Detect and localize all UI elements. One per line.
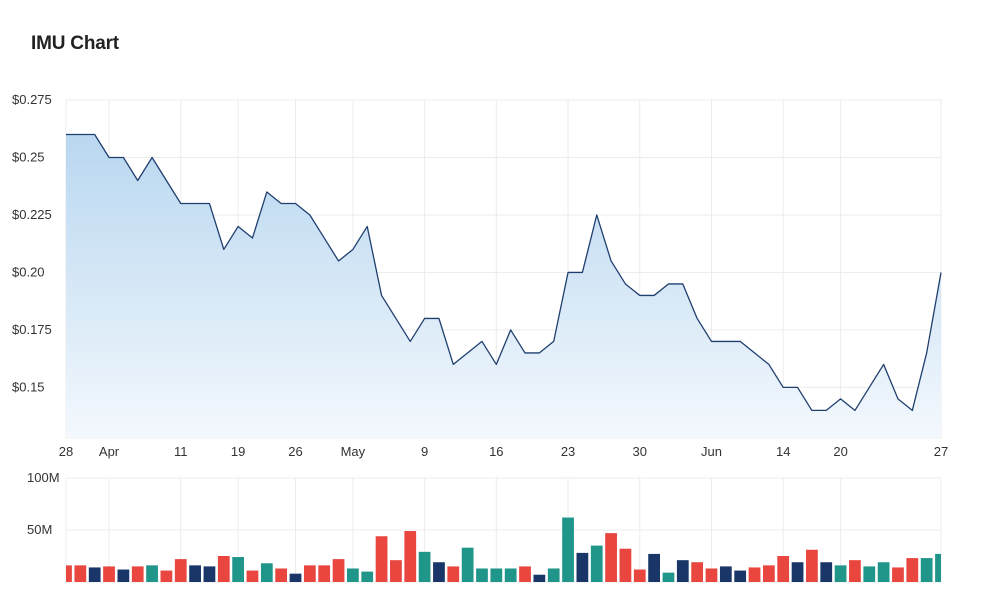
volume-bar-40 [633,569,646,582]
volume-bar-28 [461,547,474,582]
volume-bar-55 [849,560,861,582]
volume-bar-25 [418,551,431,582]
volume-bar-42 [662,572,675,582]
price-y-tick-label: $0.15 [12,379,45,394]
volume-bar-16 [289,573,302,582]
volume-bar-30 [490,568,503,582]
price-y-tick-label: $0.275 [12,92,52,107]
volume-bar-44 [691,562,704,582]
volume-bar-34 [547,568,560,582]
volume-bar-49 [762,565,775,582]
volume-bar-41 [648,553,660,582]
volume-bar-37 [590,545,603,582]
x-tick-label: 30 [633,444,647,459]
volume-y-tick-label: 100M [27,470,60,485]
volume-bar-46 [719,566,732,582]
x-tick-label: 20 [833,444,847,459]
volume-bar-11 [217,556,230,582]
volume-bar-18 [318,565,331,582]
volume-bar-39 [619,548,632,582]
volume-bar-6 [146,565,158,582]
volume-bar-26 [433,562,445,582]
x-tick-label: May [341,444,366,459]
volume-bar-33 [533,574,546,582]
volume-bar-45 [705,568,718,582]
volume-bar-52 [806,549,818,582]
volume-bar-19 [332,559,345,582]
volume-bar-35 [562,517,574,582]
volume-bar-38 [605,533,617,582]
volume-bar-48 [748,567,761,582]
price-y-tick-label: $0.175 [12,322,52,337]
volume-y-axis: 100M 50M [27,470,60,537]
volume-bar-47 [734,570,747,582]
x-axis: 28 Apr 11 19 26 May 9 16 23 30 Jun 14 20 27 [59,444,948,459]
volume-bar-10 [203,566,216,582]
volume-bar-0 [66,565,72,582]
volume-bar-9 [189,565,201,582]
x-tick-label: 14 [776,444,790,459]
volume-bar-12 [232,557,245,582]
volume-bar-22 [375,536,388,582]
volume-bar-4 [117,569,130,582]
volume-bar-32 [519,566,531,582]
volume-bar-54 [834,565,847,582]
volume-bar-13 [246,570,259,582]
price-area-fill [66,134,941,439]
volume-bar-43 [676,560,689,582]
volume-bar-24 [404,531,417,582]
volume-bar-7 [160,570,173,582]
x-tick-label: 11 [174,444,188,459]
volume-bar-23 [390,560,402,582]
volume-bar-61 [935,553,941,582]
volume-bar-56 [863,566,876,582]
x-tick-label: Jun [701,444,722,459]
price-series-line [66,133,942,412]
volume-bar-53 [820,562,833,582]
volume-bar-8 [174,559,187,582]
volume-bar-59 [906,558,919,582]
volume-bar-29 [476,568,488,582]
volume-bar-27 [447,566,460,582]
x-tick-label: 27 [934,444,948,459]
volume-bar-60 [920,558,933,582]
x-tick-label: 19 [231,444,245,459]
volume-y-tick-label: 50M [27,522,52,537]
volume-bar-50 [777,556,790,582]
x-tick-label: 28 [59,444,73,459]
chart-title: IMU Chart [31,33,119,54]
price-y-axis: $0.275 $0.25 $0.225 $0.20 $0.175 $0.15 [12,92,52,394]
volume-bar-3 [103,566,115,582]
price-y-tick-label: $0.20 [12,264,45,279]
x-tick-label: 9 [421,444,428,459]
volume-bar-1 [74,565,87,582]
volume-bar-5 [131,566,144,582]
x-tick-label: Apr [99,444,120,459]
volume-bar-57 [877,562,890,582]
volume-bar-14 [260,563,273,582]
x-tick-label: 26 [288,444,302,459]
price-y-tick-label: $0.225 [12,207,52,222]
volume-bar-31 [504,568,517,582]
volume-bar-20 [347,568,359,582]
volume-series [66,517,941,582]
volume-gridlines [65,477,942,583]
x-tick-label: 23 [561,444,575,459]
volume-bar-36 [576,552,589,582]
x-tick-label: 16 [489,444,503,459]
volume-bar-58 [892,567,904,582]
volume-bar-21 [361,571,374,582]
volume-bar-17 [303,565,316,582]
volume-bar-2 [88,567,101,582]
volume-bar-51 [791,562,804,582]
volume-bar-15 [275,568,288,582]
price-y-tick-label: $0.25 [12,149,45,164]
